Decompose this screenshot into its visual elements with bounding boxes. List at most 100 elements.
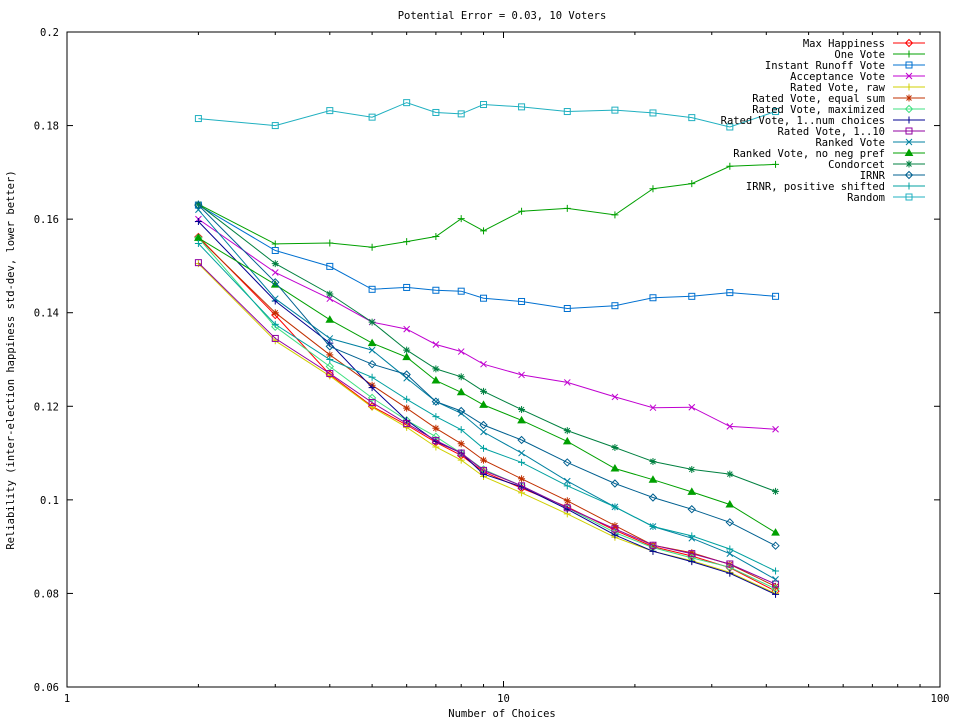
legend-label: Rated Vote, 1..10 [778, 126, 885, 138]
data-point [726, 289, 734, 297]
legend-label: Max Happiness [803, 38, 885, 50]
data-point [905, 72, 913, 80]
data-point [402, 370, 411, 379]
legend-entry: IRNR, positive shifted [746, 181, 925, 193]
data-point [480, 428, 487, 436]
data-point [368, 285, 376, 293]
data-point [725, 518, 735, 527]
data-point [649, 404, 657, 412]
data-point [432, 436, 440, 444]
data-point [480, 444, 488, 452]
data-point [368, 346, 376, 354]
y-tick-label: 0.12 [34, 401, 59, 413]
y-tick-label: 0.1 [40, 495, 59, 507]
data-point [403, 346, 411, 354]
data-point [688, 180, 696, 188]
data-point [456, 406, 466, 416]
data-point [271, 260, 279, 268]
data-point [432, 365, 440, 373]
data-point [563, 204, 571, 212]
data-point [326, 356, 334, 363]
data-point [688, 292, 696, 300]
data-point [905, 193, 913, 201]
data-point [271, 269, 279, 276]
series-line [198, 237, 776, 590]
data-point [432, 424, 440, 432]
data-point [649, 457, 657, 465]
data-point [325, 362, 335, 371]
data-point [368, 113, 376, 121]
data-point [611, 531, 619, 539]
legend-label: Rated Vote, equal sum [752, 93, 885, 105]
data-point [480, 470, 488, 478]
series-10 [194, 233, 780, 536]
data-point [905, 127, 913, 135]
data-point [271, 309, 279, 317]
legend-entry: Rated Vote, 1..10 [778, 126, 925, 138]
data-point [772, 160, 780, 168]
data-point [772, 590, 780, 598]
y-tick-label: 0.08 [34, 588, 59, 600]
data-point [611, 393, 619, 401]
data-point [726, 470, 734, 478]
data-point [726, 545, 734, 553]
y-tick-label: 0.18 [34, 121, 59, 133]
data-point [431, 376, 441, 384]
legend-label: Random [847, 192, 885, 204]
data-point [688, 114, 696, 122]
data-point [194, 200, 202, 208]
legend-entry: Max Happiness [803, 38, 925, 50]
data-point [688, 549, 696, 557]
data-point [772, 487, 780, 495]
legend-entry: Rated Vote, raw [790, 82, 925, 94]
data-point [431, 397, 441, 406]
legend-label: Rated Vote, 1..num choices [721, 115, 885, 127]
data-point [480, 387, 488, 395]
legend-entry: Random [847, 192, 925, 204]
data-point [904, 148, 914, 156]
data-point [726, 123, 734, 131]
data-point [611, 302, 619, 310]
data-point [726, 423, 734, 430]
series-line [198, 204, 776, 547]
data-point [403, 395, 411, 403]
data-point [403, 423, 411, 431]
legend-entry: Ranked Vote, no neg pref [733, 148, 925, 160]
data-point [480, 466, 488, 474]
data-point [518, 207, 526, 215]
data-point [905, 116, 913, 124]
data-point [480, 227, 488, 235]
data-point [403, 283, 411, 291]
data-point [563, 504, 571, 512]
series-13 [194, 239, 780, 575]
legend-entry: Instant Runoff Vote [765, 60, 925, 72]
legend-entry: Rated Vote, equal sum [752, 93, 925, 105]
data-point [610, 479, 620, 488]
data-point [726, 550, 734, 558]
legend-entry: One Vote [834, 49, 925, 61]
data-point [518, 482, 526, 490]
y-tick-label: 0.16 [34, 214, 59, 226]
data-point [648, 475, 658, 483]
data-point [432, 341, 440, 348]
series-line [198, 262, 776, 585]
data-point [402, 352, 412, 361]
series-line [198, 102, 776, 128]
x-tick-label: 1 [64, 693, 70, 705]
data-point [772, 567, 780, 575]
data-point [649, 294, 657, 302]
data-point [480, 101, 488, 109]
legend-label: Condorcet [828, 159, 885, 171]
data-point [905, 94, 913, 102]
data-point [403, 99, 411, 107]
data-point [518, 371, 525, 379]
data-point [457, 456, 465, 464]
data-point [726, 560, 734, 568]
data-point [194, 115, 202, 123]
data-point [563, 497, 571, 505]
y-axis-label: Reliability (inter-election happiness st… [5, 170, 17, 549]
data-point [772, 580, 780, 588]
